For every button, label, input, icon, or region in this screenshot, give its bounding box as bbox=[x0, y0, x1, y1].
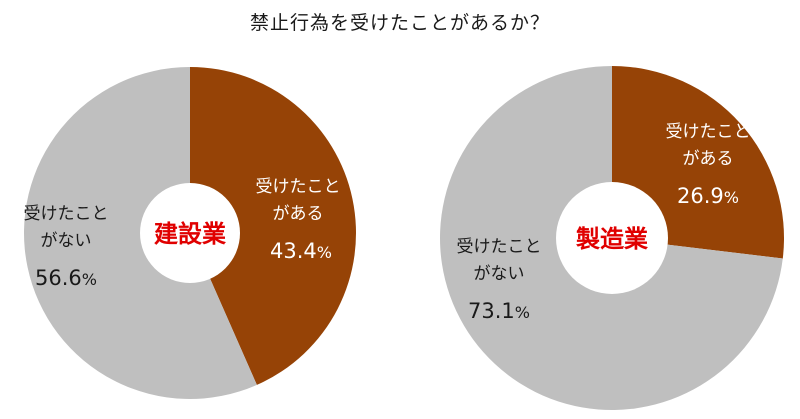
slice-label-manufacturing-no-line1: 受けたこと bbox=[457, 237, 542, 257]
value-label-construction-no: 56.6% bbox=[35, 266, 97, 290]
slice-construction-yes bbox=[190, 67, 356, 385]
donut-chart-manufacturing: 製造業 受けたこと がある 26.9% 受けたこと がない 73.1% bbox=[440, 66, 785, 410]
value-label-manufacturing-no: 73.1% bbox=[468, 299, 530, 323]
slice-label-manufacturing-yes-line1: 受けたこと bbox=[666, 122, 751, 142]
donut-hole-construction bbox=[140, 183, 240, 283]
slice-label-construction-yes-line1: 受けたこと bbox=[256, 177, 341, 197]
center-label-construction: 建設業 bbox=[154, 220, 226, 248]
donut-chart-construction: 建設業 受けたこと がある 43.4% 受けたこと がない 56.6% bbox=[24, 66, 356, 400]
slice-label-construction-no-line2: がない bbox=[41, 231, 92, 251]
donut-hole-manufacturing bbox=[556, 182, 668, 294]
slice-label-construction-yes-line2: がある bbox=[273, 204, 324, 224]
value-label-manufacturing-yes: 26.9% bbox=[677, 184, 739, 208]
slice-label-manufacturing-yes-line2: がある bbox=[683, 149, 734, 169]
center-label-manufacturing: 製造業 bbox=[576, 225, 648, 253]
slice-label-manufacturing-no-line2: がない bbox=[474, 264, 525, 284]
chart-title: 禁止行為を受けたことがあるか？ bbox=[249, 12, 550, 34]
value-label-construction-yes: 43.4% bbox=[270, 239, 332, 263]
slice-label-construction-no-line1: 受けたこと bbox=[24, 204, 109, 224]
